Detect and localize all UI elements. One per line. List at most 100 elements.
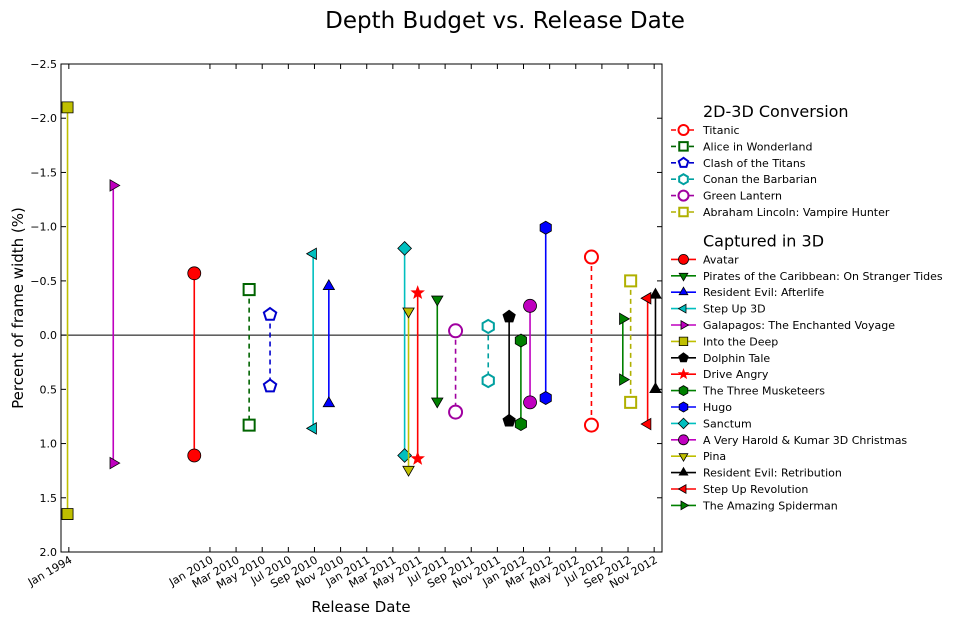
marker-max: [624, 395, 638, 409]
marker-max: [583, 417, 599, 433]
y-tick-label: −2.0: [30, 112, 57, 125]
marker-max: [514, 417, 527, 431]
legend-marker: [678, 336, 689, 347]
marker-min: [61, 101, 74, 114]
legend-entry: The Three Musketeers: [671, 385, 825, 398]
series-pirates-of-the-caribbean-on-stranger-tides: [430, 295, 444, 409]
marker-min: [397, 240, 413, 256]
series-resident-evil-retribution: [649, 287, 662, 393]
legend-marker: [680, 500, 690, 511]
legend-marker: [678, 385, 689, 397]
marker-max: [619, 373, 631, 386]
marker-max: [523, 395, 537, 410]
marker-max: [640, 417, 652, 431]
legend-marker: [678, 286, 689, 296]
marker-max: [242, 418, 256, 432]
legend-marker: [677, 303, 687, 314]
legend-group-title: Captured in 3D: [703, 231, 824, 250]
marker-min: [649, 287, 662, 299]
series-into-the-deep: [61, 101, 74, 520]
legend: 2D-3D Conversion Titanic Alice in Wonderla…: [671, 102, 943, 512]
series-avatar: [187, 266, 202, 463]
series-hugo: [539, 220, 552, 405]
legend-label: Clash of the Titans: [703, 157, 806, 170]
plot-frame: [60, 63, 663, 553]
legend-label: The Amazing Spiderman: [702, 499, 838, 512]
legend-label: Avatar: [703, 253, 739, 266]
legend-entry: Pina: [671, 450, 726, 463]
marker-max: [410, 451, 425, 465]
legend-entry: Resident Evil: Retribution: [671, 467, 842, 480]
series-the-amazing-spiderman: [619, 312, 631, 386]
legend-entry: The Amazing Spiderman: [671, 499, 838, 512]
legend-entry: Abraham Lincoln: Vampire Hunter: [671, 206, 890, 219]
legend-marker: [678, 206, 689, 218]
legend-label: Galapagos: The Enchanted Voyage: [703, 319, 895, 332]
legend-entry: Hugo: [671, 401, 732, 414]
legend-entry: Into the Deep: [671, 335, 778, 348]
series-green-lantern: [448, 323, 464, 420]
y-tick-label: −1.0: [30, 221, 57, 234]
legend-label: Hugo: [703, 401, 732, 414]
marker-min: [402, 307, 415, 319]
legend-entry: Step Up 3D: [671, 303, 766, 316]
series-titanic: [583, 249, 599, 433]
legend-marker: [677, 417, 690, 430]
legend-marker: [678, 434, 689, 446]
legend-entry: Alice in Wonderland: [671, 140, 812, 153]
legend-label: Alice in Wonderland: [703, 140, 812, 153]
x-axis-label: Release Date: [311, 598, 410, 616]
marker-max: [649, 382, 662, 393]
legend-label: Titanic: [702, 124, 740, 137]
y-tick-label: 0.0: [40, 329, 58, 342]
legend-marker: [678, 173, 689, 186]
marker-min: [305, 247, 317, 261]
series-clash-of-the-titans: [262, 306, 278, 393]
series-dolphin-tale: [502, 309, 516, 427]
marker-min: [583, 249, 599, 265]
marker-max: [61, 508, 74, 520]
legend-label: Step Up 3D: [703, 303, 766, 316]
legend-label: Into the Deep: [703, 335, 778, 348]
legend-label: A Very Harold & Kumar 3D Christmas: [703, 434, 907, 447]
y-tick-label: −2.5: [30, 58, 57, 71]
series-the-three-musketeers: [514, 333, 527, 431]
y-tick-label: 1.5: [40, 492, 58, 505]
series-resident-evil-afterlife: [322, 279, 336, 408]
y-tick-label: 1.0: [40, 438, 58, 451]
legend-marker: [677, 124, 690, 136]
plot-area: −2.5−2.0−1.5−1.0−0.50.00.51.01.52.0 Jan …: [25, 58, 663, 592]
y-tick-label: 0.5: [40, 383, 58, 396]
legend-marker: [678, 254, 689, 265]
legend-marker: [678, 352, 689, 363]
legend-entry: A Very Harold & Kumar 3D Christmas: [671, 434, 907, 447]
series-a-very-harold-kumar-3d-christmas: [523, 298, 537, 410]
series-abraham-lincoln-vampire-hunter: [624, 274, 638, 409]
marker-min: [410, 285, 425, 300]
legend-marker: [677, 189, 690, 202]
series-galapagos-the-enchanted-voyage: [109, 179, 121, 470]
marker-max: [402, 465, 415, 477]
legend-marker: [677, 156, 690, 168]
legend-marker: [678, 401, 689, 413]
legend-marker: [678, 453, 689, 463]
marker-min: [523, 298, 537, 313]
marker-max: [448, 404, 464, 420]
legend-entry: Green Lantern: [671, 190, 782, 203]
marker-min: [322, 279, 336, 290]
marker-min: [514, 333, 527, 348]
legend-entry: Avatar: [671, 253, 739, 266]
legend-label: Abraham Lincoln: Vampire Hunter: [703, 206, 890, 219]
legend-entry: Conan the Barbarian: [671, 173, 817, 186]
legend-entry: Sanctum: [671, 417, 752, 430]
marker-max: [322, 396, 336, 408]
legend-marker: [678, 466, 689, 476]
legend-label: Pirates of the Caribbean: On Stranger Ti…: [703, 270, 943, 283]
marker-min: [640, 291, 652, 305]
legend-label: Drive Angry: [703, 368, 769, 381]
legend-entry: Drive Angry: [671, 368, 769, 381]
series-step-up-revolution: [640, 291, 652, 431]
legend-label: Sanctum: [703, 417, 752, 430]
chart-title: Depth Budget vs. Release Date: [325, 8, 685, 34]
